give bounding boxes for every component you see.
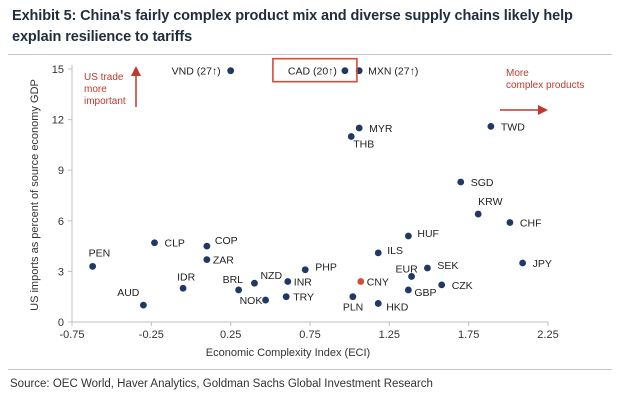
x-tick-label: 1.75 xyxy=(458,329,479,341)
right-annotation-label: More complex products xyxy=(506,68,584,91)
data-point xyxy=(347,133,355,140)
x-axis-title: Economic Complexity Index (ECI) xyxy=(206,347,370,359)
data-point xyxy=(341,67,349,75)
y-tick-label: 3 xyxy=(58,266,64,278)
point-label: NZD xyxy=(260,270,282,282)
x-tick-label: 0.25 xyxy=(220,329,241,341)
y-tick-label: 6 xyxy=(58,216,64,228)
data-point xyxy=(140,301,147,309)
x-tick-label: -0.75 xyxy=(59,329,84,341)
data-point xyxy=(506,219,514,226)
data-point xyxy=(282,293,290,301)
data-point xyxy=(89,262,97,270)
point-label: CNY xyxy=(367,277,389,289)
y-tick-label: 0 xyxy=(58,317,64,329)
annotations: US trade more important More complex product… xyxy=(84,57,584,115)
chart-title: Exhibit 5: China's fairly complex produc… xyxy=(12,8,573,45)
point-label: MYR xyxy=(369,123,393,135)
point-label: HUF xyxy=(417,228,439,240)
data-point xyxy=(404,232,412,240)
point-label: MXN (27↑) xyxy=(368,66,418,78)
data-point xyxy=(404,286,412,294)
data-point xyxy=(355,124,363,132)
point-label: IDR xyxy=(177,271,196,283)
point-label: VND (27↑) xyxy=(172,66,221,78)
y-tick-label: 15 xyxy=(52,64,64,76)
point-label: BRL xyxy=(223,274,244,286)
x-tick-label: 0.75 xyxy=(299,329,320,341)
point-label: COP xyxy=(215,235,238,247)
y-axis-title: US imports as percent of source economy … xyxy=(29,79,41,311)
data-point xyxy=(179,284,187,292)
data-point xyxy=(227,67,235,75)
point-label: EUR xyxy=(396,263,419,275)
data-point xyxy=(349,293,357,301)
data-point xyxy=(262,296,269,304)
point-label: TWD xyxy=(501,121,525,133)
annotation-line: More xyxy=(506,68,529,79)
annotation-line: more xyxy=(84,84,107,95)
data-point xyxy=(284,278,292,285)
data-point xyxy=(519,259,527,267)
point-label: PEN xyxy=(89,247,111,259)
data-point xyxy=(301,266,309,274)
bottom-divider xyxy=(8,369,612,370)
point-label: ZAR xyxy=(213,255,234,267)
scatter-chart: -0.75 -0.25 0.25 0.75 1.25 1.75 2.25 0 3 6 9 12 15 P… xyxy=(29,57,584,359)
annotation-line: US trade xyxy=(84,72,124,83)
point-label: TRY xyxy=(293,292,314,304)
point-label: SGD xyxy=(471,177,494,189)
point-label: NOK xyxy=(240,295,263,307)
right-arrow-head xyxy=(538,105,548,115)
data-point xyxy=(374,249,382,257)
data-point xyxy=(235,286,243,294)
x-tick-label: 2.25 xyxy=(537,329,558,341)
point-label: AUD xyxy=(117,287,140,299)
data-points: PEN AUD CLP IDR COP ZAR BRL NZD NOK INR TRY PHP PLN C… xyxy=(89,66,552,314)
annotation-line: complex products xyxy=(506,80,584,91)
point-label: CLP xyxy=(165,238,185,250)
point-label: HKD xyxy=(386,301,409,313)
point-label: JPY xyxy=(533,258,552,270)
point-label: KRW xyxy=(478,196,502,208)
data-point xyxy=(487,122,495,130)
data-point xyxy=(203,242,211,250)
tick-labels: -0.75 -0.25 0.25 0.75 1.25 1.75 2.25 0 3 6 9 12 15 xyxy=(52,64,559,341)
y-tick-label: 9 xyxy=(58,165,64,177)
data-point xyxy=(251,279,258,287)
x-tick-label: -0.25 xyxy=(139,329,164,341)
data-point xyxy=(474,210,482,218)
point-label: CAD (20↑) xyxy=(288,66,337,78)
x-tick-label: 1.25 xyxy=(379,329,400,341)
point-label: SEK xyxy=(437,260,458,272)
data-point xyxy=(151,239,158,247)
data-point xyxy=(408,273,415,280)
point-label: ILS xyxy=(387,245,403,257)
point-label: CZK xyxy=(452,280,473,292)
data-point xyxy=(424,264,431,272)
data-point xyxy=(457,178,465,186)
data-point xyxy=(374,300,382,307)
point-label: PLN xyxy=(343,302,363,314)
source-note: Source: OEC World, Haver Analytics, Gold… xyxy=(10,378,433,390)
top-divider xyxy=(8,54,612,55)
data-point xyxy=(438,281,446,289)
point-label: INR xyxy=(294,277,313,289)
y-tick-label: 12 xyxy=(52,115,64,127)
up-arrow-head xyxy=(131,66,141,76)
point-label: PHP xyxy=(315,262,337,274)
up-annotation-label: US trade more important xyxy=(84,72,126,107)
point-label: THB xyxy=(353,138,374,150)
point-label: CHF xyxy=(520,217,542,229)
data-point xyxy=(203,256,211,263)
cad-highlight-box xyxy=(272,57,358,83)
annotation-line: important xyxy=(84,96,126,107)
data-point xyxy=(357,278,365,285)
chart-axes xyxy=(68,65,549,326)
point-label: GBP xyxy=(414,287,436,299)
